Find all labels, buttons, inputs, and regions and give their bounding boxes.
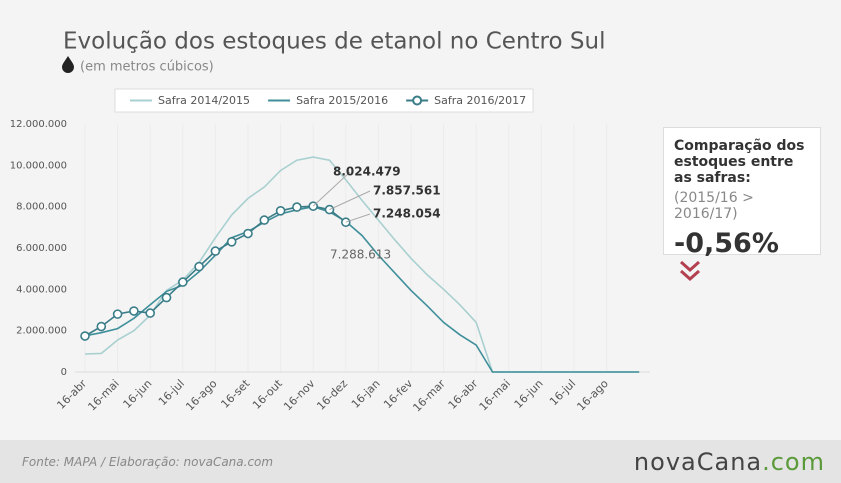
legend-label: Safra 2014/2015	[158, 94, 250, 107]
x-tick-label: 16-ago	[574, 377, 611, 414]
x-tick-label: 16-jun	[121, 377, 155, 411]
leader-line	[345, 213, 371, 223]
chart-subtitle: (em metros cúbicos)	[80, 60, 214, 75]
x-tick-label: 16-dez	[314, 377, 350, 413]
footer: Fonte: MAPA / Elaboração: novaCana.com n…	[0, 440, 841, 483]
logo-name: novaCana	[633, 448, 763, 476]
point-marker	[243, 228, 253, 239]
comparison-value: -0,56%	[674, 228, 779, 259]
x-tick-label: 16-nov	[281, 377, 318, 414]
x-tick-label: 16-set	[218, 377, 252, 411]
point-marker	[161, 292, 172, 303]
series-line	[84, 156, 640, 373]
data-label: 7.857.561	[373, 184, 441, 198]
x-tick-label: 16-out	[250, 377, 285, 412]
x-tick-label: 16-mar	[410, 377, 448, 415]
point-marker	[112, 309, 123, 319]
down-icon	[680, 260, 700, 282]
legend-label: Safra 2016/2017	[434, 94, 526, 107]
point-marker	[145, 308, 155, 318]
chart: Evolução dos estoques de etanol no Centr…	[10, 29, 650, 415]
point-marker	[275, 206, 286, 216]
point-marker	[80, 331, 90, 341]
y-tick-label: 0	[61, 367, 67, 378]
y-tick-label: 12.000.000	[10, 119, 67, 130]
drop-icon	[62, 56, 74, 73]
x-tick-label: 16-jun	[512, 377, 546, 411]
comparison-panel: Comparação dos estoques entre as safras:…	[663, 127, 821, 282]
x-tick-label: 16-ago	[183, 377, 220, 414]
leader-line	[312, 171, 351, 207]
logo: novaCana.com	[634, 448, 825, 476]
point-marker	[292, 202, 302, 212]
y-tick-label: 2.000.000	[16, 326, 67, 337]
point-marker	[178, 277, 188, 287]
point-marker	[259, 215, 270, 225]
x-tick-label: 16-jul	[547, 377, 578, 408]
x-tick-label: 16-mai	[477, 377, 513, 413]
x-tick-label: 16-abr	[54, 377, 89, 412]
data-label: 7.248.054	[373, 207, 441, 221]
comparison-heading: Comparação dos estoques entre as safras:	[674, 138, 805, 186]
x-tick-label: 16-jan	[349, 377, 383, 411]
point-marker	[96, 321, 107, 332]
logo-domain: .com	[762, 448, 825, 476]
chart-title: Evolução dos estoques de etanol no Centr…	[63, 29, 605, 55]
y-tick-label: 6.000.000	[16, 243, 67, 254]
y-tick-label: 4.000.000	[16, 284, 67, 295]
comparison-note: (2015/16 > 2016/17)	[674, 190, 754, 222]
legend-box	[114, 88, 534, 113]
data-label: 8.024.479	[333, 165, 401, 179]
point-marker	[194, 261, 204, 272]
point-marker	[129, 306, 139, 316]
x-tick-label: 16-mai	[85, 377, 121, 413]
y-tick-label: 8.000.000	[16, 202, 67, 213]
source: Fonte: MAPA / Elaboração: novaCana.com	[22, 455, 274, 469]
legend-marker	[412, 95, 423, 106]
legend-label: Safra 2015/2016	[296, 94, 388, 107]
point-marker	[226, 237, 237, 247]
y-tick-label: 10.000.000	[10, 160, 67, 171]
x-tick-label: 16-abr	[446, 377, 481, 412]
data-label: 7.288.613	[330, 248, 391, 262]
leader-line	[329, 190, 371, 211]
point-marker	[210, 246, 221, 256]
x-tick-label: 16-jul	[156, 377, 187, 408]
